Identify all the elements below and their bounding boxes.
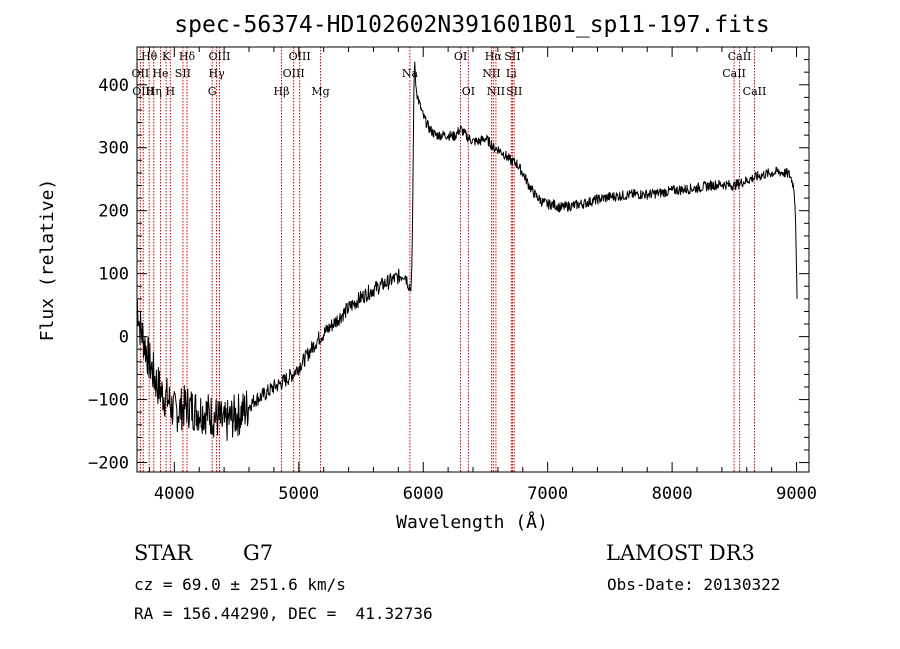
spectral-line-label: OIII: [208, 50, 230, 63]
y-tick-label: −200: [88, 454, 129, 474]
radec-text: RA = 156.44290, DEC = 41.32736: [134, 604, 433, 623]
spectral-line-label: Hα: [485, 50, 503, 63]
spectral-line-label: OI: [462, 85, 475, 98]
redshift-text: cz = 69.0 ± 251.6 km/s: [134, 575, 346, 594]
spectral-line-label: Hβ: [274, 85, 290, 98]
x-tick-label: 6000: [403, 484, 444, 504]
spectrum-line: [136, 61, 798, 441]
spectral-line-label: SII: [175, 67, 191, 80]
x-axis-ticks: 4000 5000 6000 7000 8000 9000: [148, 47, 817, 504]
spectral-line-label: CaII: [728, 50, 752, 63]
x-tick-label: 7000: [527, 484, 568, 504]
spectral-line-label: G: [208, 85, 217, 98]
x-tick-label: 9000: [776, 484, 817, 504]
plot-frame: [136, 46, 810, 473]
spectral-line-label: Hγ: [209, 67, 226, 80]
x-tick-label: 4000: [154, 484, 195, 504]
survey-label: LAMOST DR3: [606, 541, 755, 565]
spectral-line-label: CaII: [722, 67, 746, 80]
x-axis-label: Wavelength (Å): [396, 511, 548, 533]
y-tick-label: 300: [98, 139, 129, 159]
y-tick-label: 0: [119, 328, 129, 348]
spectral-line-labels: Hθ OII OIII He Hη K SII H Hδ OIII Hγ G Hβ OIII OIII Mg N…: [132, 50, 767, 98]
y-axis-ticks: −200 −100 0 100 200 300 400: [88, 59, 809, 474]
spectral-line-label: Mg: [311, 85, 329, 98]
y-tick-label: 200: [98, 202, 129, 222]
spectral-line-label: NII: [487, 85, 505, 98]
x-tick-label: 8000: [652, 484, 693, 504]
spectral-line-label: Hη: [146, 85, 162, 98]
y-tick-label: −100: [88, 391, 129, 411]
spectral-line-label: OIII: [132, 85, 154, 98]
spectral-line-label: OI: [454, 50, 467, 63]
y-axis-label: Flux (relative): [37, 179, 58, 342]
spectral-line-label: OII: [132, 67, 150, 80]
spectral-line-label: Hδ: [179, 50, 196, 63]
chart-title: spec-56374-HD102602N391601B01_sp11-197.f…: [174, 12, 769, 38]
spectral-line-label: CaII: [743, 85, 767, 98]
spectral-line-label: Hθ: [141, 50, 158, 63]
object-type: STAR: [134, 541, 193, 565]
spectral-line-label: Li: [506, 67, 517, 80]
x-tick-label: 5000: [278, 484, 319, 504]
spectral-line-label: OIII: [283, 67, 305, 80]
spectral-line-label: NII: [482, 67, 500, 80]
spectral-line-label: H: [166, 85, 176, 98]
y-tick-label: 100: [98, 265, 129, 285]
y-tick-label: 400: [98, 76, 129, 96]
obs-date-text: Obs-Date: 20130322: [607, 575, 780, 594]
spectral-line-label: OIII: [289, 50, 311, 63]
spectral-line-label: SII: [504, 50, 520, 63]
spectral-line-label: K: [162, 50, 171, 63]
spectral-line-label: SII: [506, 85, 522, 98]
spectral-line-label: He: [152, 67, 168, 80]
object-subclass: G7: [243, 541, 273, 565]
